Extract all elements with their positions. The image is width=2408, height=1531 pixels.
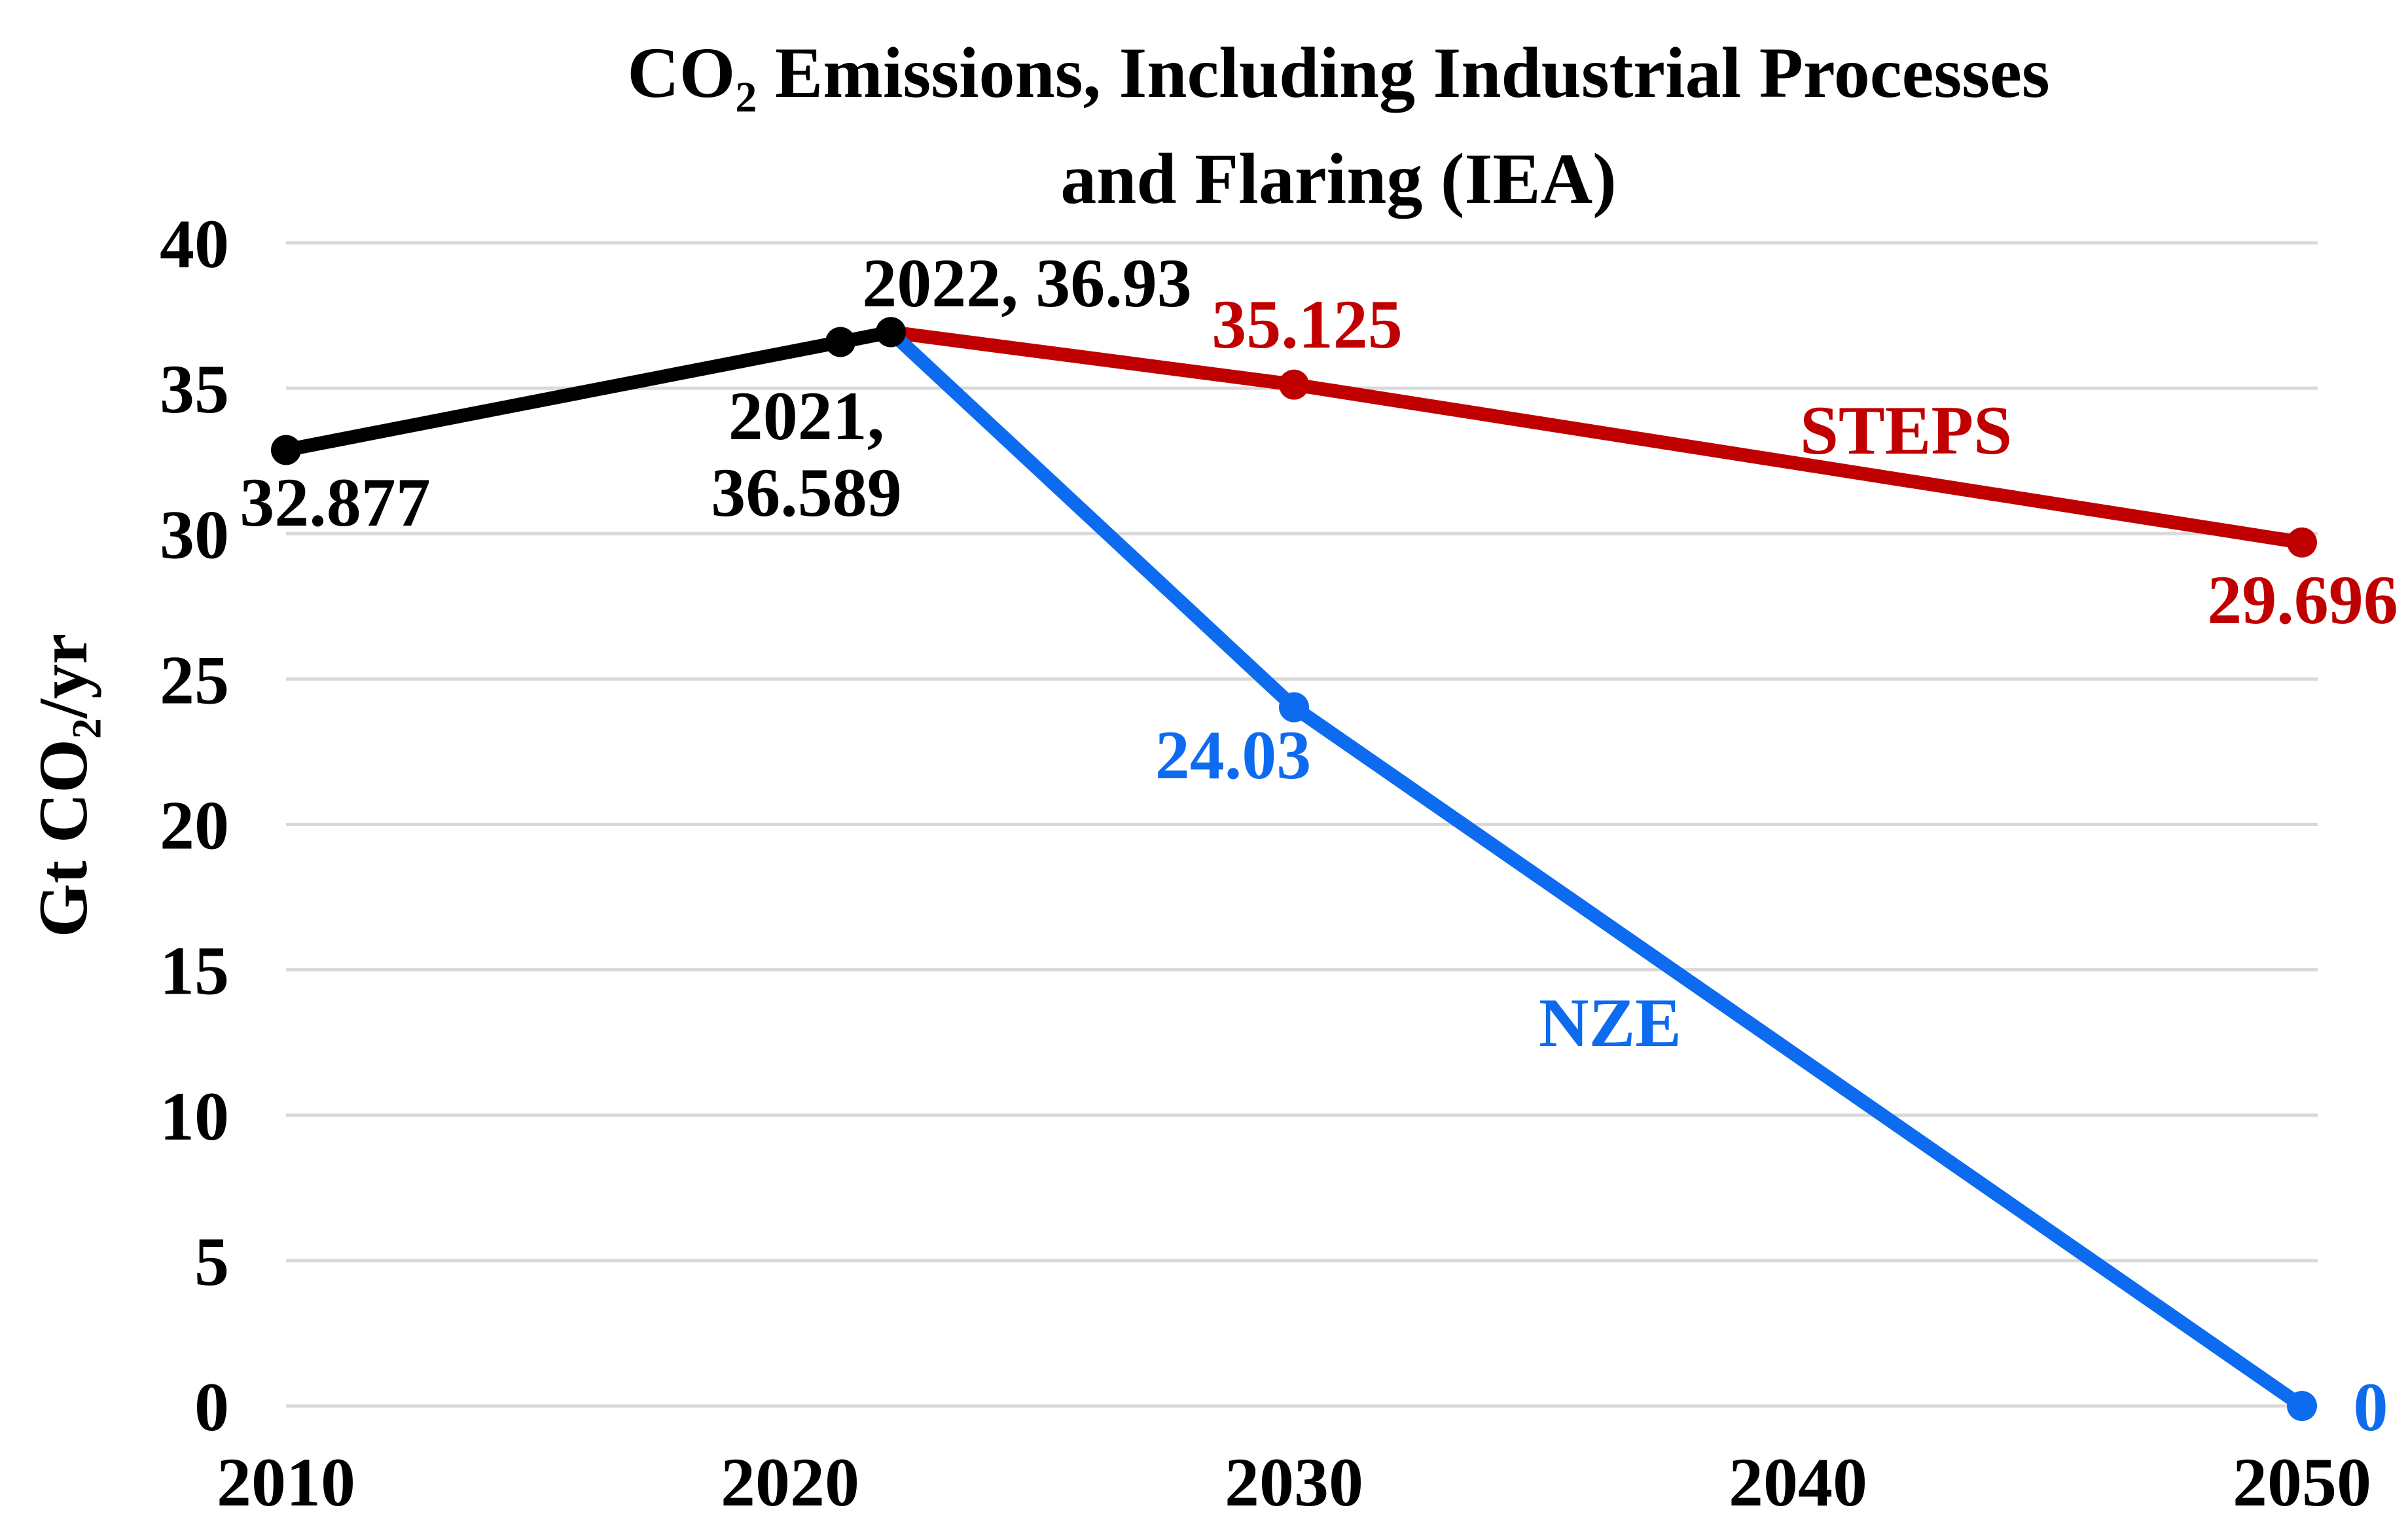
data-label-0: 0 — [2354, 1369, 2388, 1445]
y-tick-35: 35 — [160, 351, 229, 427]
data-label-202236.93: 2022, 36.93 — [862, 245, 1192, 321]
y-axis-title: Gt CO₂/yr — [25, 634, 101, 938]
chart-title-line2: and Flaring (IEA) — [1060, 139, 1617, 219]
marker-steps-2050 — [2287, 527, 2317, 558]
y-tick-5: 5 — [194, 1223, 229, 1300]
data-label-text-line: 35.125 — [1212, 286, 1403, 363]
data-label-text-line: 2022, 36.93 — [862, 245, 1192, 321]
y-tick-30: 30 — [160, 496, 229, 573]
data-label-35.125: 35.125 — [1212, 286, 1403, 363]
series-label-nze: NZE — [1539, 984, 1681, 1061]
marker-historical-2022 — [876, 317, 906, 348]
series-label-steps: STEPS — [1800, 392, 2012, 469]
data-label-32.877: 32.877 — [240, 464, 431, 541]
data-label-24.03: 24.03 — [1155, 717, 1312, 793]
data-label-text-line: 32.877 — [240, 464, 431, 541]
x-tick-2050: 2050 — [2233, 1444, 2371, 1521]
y-tick-40: 40 — [160, 206, 229, 282]
data-label-29.696: 29.696 — [2207, 562, 2398, 638]
data-label-text-line: 0 — [2354, 1369, 2388, 1445]
series-steps-line — [884, 325, 2309, 550]
marker-nze-2050 — [2287, 1391, 2317, 1421]
y-tick-20: 20 — [160, 787, 229, 864]
marker-historical-2010 — [271, 435, 301, 465]
data-label-202136.589: 2021, 36.589 — [711, 378, 902, 531]
marker-historical-2021 — [825, 327, 855, 357]
marker-steps-2030 — [1279, 369, 1309, 400]
x-tick-2040: 2040 — [1729, 1444, 1867, 1521]
data-label-text-line: 36.589 — [711, 454, 902, 531]
marker-nze-2030 — [1279, 692, 1309, 723]
y-tick-10: 10 — [160, 1078, 229, 1155]
x-tick-2020: 2020 — [721, 1444, 859, 1521]
data-label-text-line: 2021, — [728, 378, 885, 454]
chart-title-line1: CO₂ Emissions, Including Industrial Proc… — [627, 33, 2049, 113]
data-label-text-line: 29.696 — [2207, 562, 2398, 638]
x-tick-2010: 2010 — [217, 1444, 355, 1521]
y-tick-15: 15 — [160, 933, 229, 1009]
y-tick-0: 0 — [194, 1369, 229, 1445]
data-label-text-line: 24.03 — [1155, 717, 1312, 793]
y-tick-25: 25 — [160, 641, 229, 718]
series-nze-line — [884, 325, 2309, 1413]
x-tick-2030: 2030 — [1225, 1444, 1363, 1521]
